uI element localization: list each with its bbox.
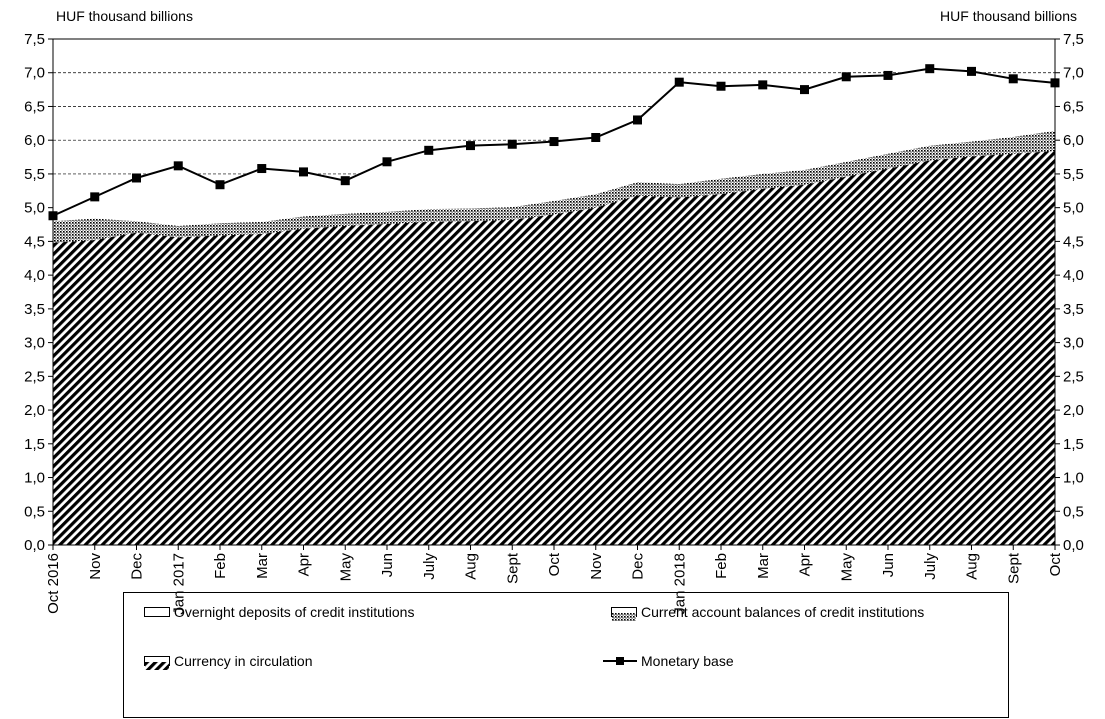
x-tick-label: Feb	[713, 553, 730, 579]
legend-item-currency: Currency in circulation	[144, 653, 313, 670]
area-currency-in-circulation	[53, 150, 1055, 545]
y-tick-label-left: 7,0	[24, 65, 45, 82]
legend-swatch-currency	[144, 656, 170, 670]
legend-item-current-account: Current account balances of credit insti…	[611, 604, 925, 621]
monetary-base-marker	[549, 137, 559, 147]
y-tick-label-left: 5,5	[24, 166, 45, 183]
x-tick-label: Sept	[504, 552, 521, 584]
x-tick-label: Jun	[880, 553, 897, 577]
y-tick-label-right: 6,0	[1063, 132, 1084, 149]
legend-label-overnight: Overnight deposits of credit institution…	[174, 604, 415, 620]
x-tick-label: July	[421, 553, 438, 580]
legend-swatch-current-account	[611, 607, 637, 621]
y-tick-label-left: 2,5	[24, 368, 45, 385]
x-tick-label: Apr	[797, 553, 814, 576]
y-tick-label-right: 1,0	[1063, 470, 1084, 487]
y-tick-label-right: 0,0	[1063, 537, 1084, 554]
legend-label-current-account: Current account balances of credit insti…	[641, 604, 925, 620]
x-tick-label: Dec	[630, 553, 647, 580]
legend-item-overnight: Overnight deposits of credit institution…	[144, 604, 414, 620]
x-tick-label: Feb	[212, 553, 229, 579]
monetary-base-marker	[257, 164, 267, 174]
y-tick-label-right: 2,0	[1063, 402, 1084, 419]
x-tick-label: Sept	[1005, 552, 1022, 584]
y-tick-label-right: 0,5	[1063, 503, 1084, 520]
monetary-base-marker	[591, 133, 601, 143]
legend-item-monetary-base: Monetary base	[603, 653, 734, 669]
y-tick-label-left: 4,0	[24, 267, 45, 284]
y-tick-label-left: 4,5	[24, 233, 45, 250]
y-tick-label-right: 2,5	[1063, 368, 1084, 385]
chart-legend: Overnight deposits of credit institution…	[123, 592, 1009, 718]
right-axis-unit-label: HUF thousand billions	[940, 8, 1077, 24]
x-tick-label: Jan 2018	[671, 553, 688, 615]
x-tick-label: May	[838, 553, 855, 582]
x-tick-label: Aug	[964, 553, 981, 580]
y-tick-label-left: 3,5	[24, 301, 45, 318]
y-tick-label-right: 3,0	[1063, 335, 1084, 352]
y-tick-label-left: 0,5	[24, 503, 45, 520]
y-tick-label-right: 6,5	[1063, 98, 1084, 115]
x-tick-label: Mar	[254, 553, 271, 579]
y-tick-label-left: 5,0	[24, 200, 45, 217]
x-tick-label: Oct	[546, 552, 563, 576]
monetary-base-marker	[674, 77, 684, 87]
x-tick-label: Nov	[87, 553, 104, 580]
area-overnight-deposits	[53, 68, 1055, 226]
monetary-base-marker	[90, 192, 100, 202]
monetary-base-marker	[340, 176, 350, 186]
left-axis-unit-label: HUF thousand billions	[56, 8, 193, 24]
y-tick-label-right: 5,0	[1063, 200, 1084, 217]
y-tick-label-left: 2,0	[24, 402, 45, 419]
legend-swatch-overnight	[144, 607, 170, 617]
x-tick-label: Jun	[379, 553, 396, 577]
y-tick-label-right: 4,0	[1063, 267, 1084, 284]
monetary-base-marker	[800, 85, 809, 95]
y-tick-label-left: 6,0	[24, 132, 45, 149]
monetary-base-marker	[633, 115, 642, 125]
legend-label-monetary-base: Monetary base	[641, 653, 734, 669]
y-tick-label-right: 4,5	[1063, 233, 1084, 250]
x-tick-label: May	[337, 553, 354, 582]
y-tick-label-left: 0,0	[24, 537, 45, 554]
monetary-base-marker	[382, 157, 392, 167]
area-current-account-balances	[53, 130, 1055, 243]
legend-label-currency: Currency in circulation	[174, 653, 313, 669]
monetary-base-marker	[1008, 74, 1018, 84]
y-tick-label-left: 3,0	[24, 335, 45, 352]
monetary-base-marker	[424, 145, 434, 155]
x-tick-label: Oct 2016	[45, 553, 62, 614]
monetary-base-marker	[507, 139, 517, 149]
monetary-base-marker	[215, 180, 225, 190]
monetary-base-marker	[716, 81, 726, 91]
y-tick-label-right: 7,5	[1063, 31, 1084, 48]
x-tick-label: Jan 2017	[170, 553, 187, 615]
monetary-base-marker	[925, 64, 935, 74]
x-tick-label: Mar	[755, 553, 772, 579]
y-tick-label-left: 1,5	[24, 436, 45, 453]
y-tick-label-left: 1,0	[24, 470, 45, 487]
x-tick-label: Nov	[588, 553, 605, 580]
x-tick-label: Aug	[463, 553, 480, 580]
y-tick-label-right: 5,5	[1063, 166, 1084, 183]
monetary-base-marker	[132, 173, 141, 183]
x-tick-label: Oct	[1047, 552, 1064, 576]
legend-swatch-monetary-base	[603, 657, 637, 665]
monetary-base-marker	[299, 167, 308, 177]
y-tick-label-right: 1,5	[1063, 436, 1084, 453]
x-tick-label: Dec	[129, 553, 146, 580]
monetary-base-marker	[758, 80, 768, 90]
y-tick-label-right: 7,0	[1063, 65, 1084, 82]
y-tick-label-left: 7,5	[24, 31, 45, 48]
monetary-base-marker	[466, 141, 475, 151]
monetary-base-marker	[841, 72, 851, 82]
x-tick-label: Apr	[296, 553, 313, 576]
x-tick-label: July	[922, 553, 939, 580]
monetary-base-marker	[967, 66, 976, 76]
monetary-base-marker	[883, 70, 893, 80]
y-tick-label-left: 6,5	[24, 98, 45, 115]
y-tick-label-right: 3,5	[1063, 301, 1084, 318]
monetary-base-marker	[173, 161, 183, 171]
